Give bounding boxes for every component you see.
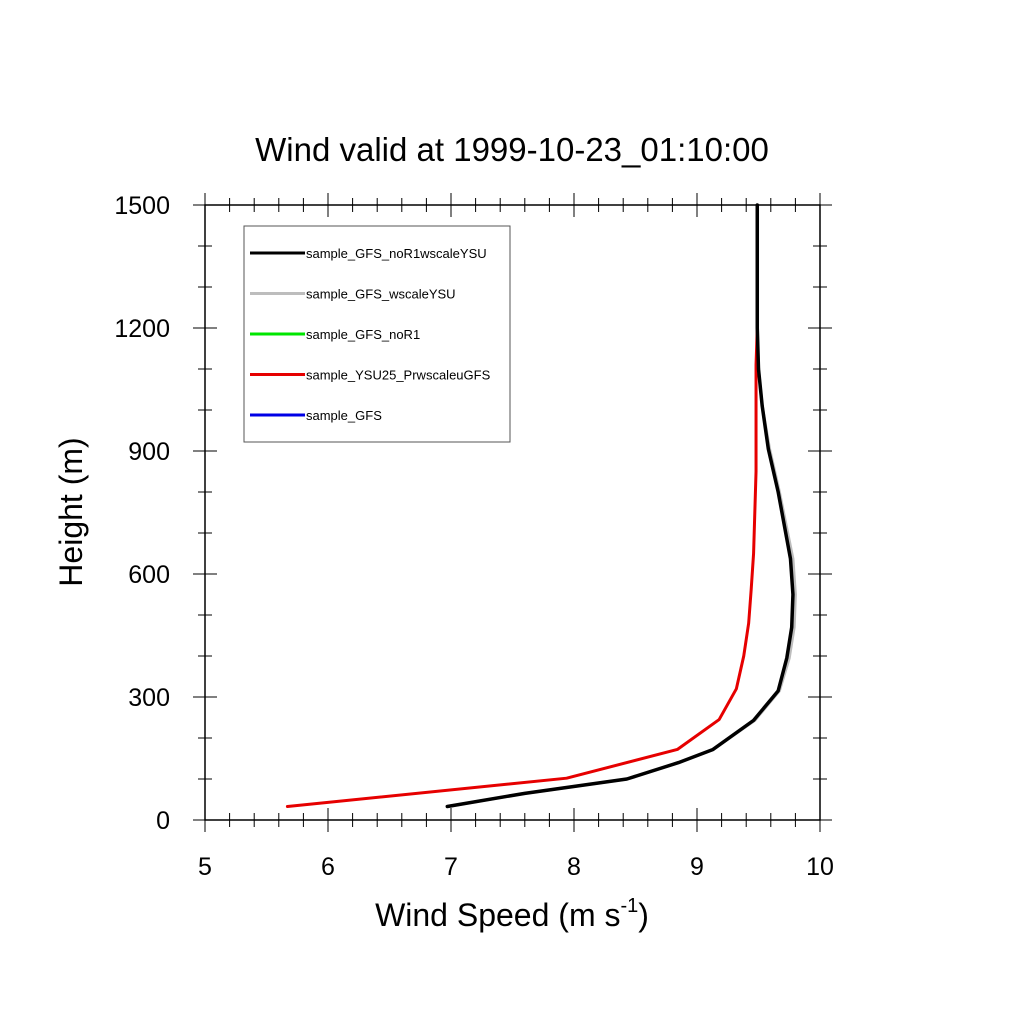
data-series: [285, 203, 797, 809]
x-tick-labels: 5 6 7 8 9 10: [198, 853, 834, 881]
y-tick-label: 1200: [114, 315, 170, 343]
x-axis-label: Wind Speed (m s-1): [375, 895, 649, 933]
x-tick-label: 6: [321, 853, 335, 881]
y-axis-label: Height (m): [53, 437, 89, 586]
y-tick-labels: 0 300 600 900 1200 1500: [114, 192, 170, 835]
legend-label: sample_GFS_noR1: [306, 327, 420, 342]
x-tick-label: 10: [806, 853, 834, 881]
y-tick-label: 1500: [114, 192, 170, 220]
series-line-sample_GFS_noR1wscaleYSU: [445, 203, 795, 809]
x-axis-label-superscript: -1: [620, 895, 638, 917]
legend-label: sample_GFS: [306, 408, 382, 423]
x-axis-label-close: ): [638, 897, 649, 933]
y-tick-label: 900: [128, 438, 170, 466]
x-tick-label: 9: [690, 853, 704, 881]
axis-ticks: [193, 193, 832, 832]
plot-frame: [204, 204, 821, 821]
y-tick-label: 0: [156, 807, 170, 835]
y-tick-label: 300: [128, 684, 170, 712]
x-tick-label: 5: [198, 853, 212, 881]
x-axis-label-main: Wind Speed (m s: [375, 897, 620, 933]
x-tick-label: 8: [567, 853, 581, 881]
legend: sample_GFS_noR1wscaleYSU sample_GFS_wscal…: [243, 225, 511, 443]
legend-label: sample_YSU25_PrwscaleuGFS: [306, 368, 491, 383]
legend-label: sample_GFS_wscaleYSU: [306, 287, 456, 302]
x-tick-label: 7: [444, 853, 458, 881]
legend-items: sample_GFS_noR1wscaleYSU sample_GFS_wscal…: [250, 246, 491, 423]
y-tick-label: 600: [128, 561, 170, 589]
legend-label: sample_GFS_noR1wscaleYSU: [306, 246, 487, 261]
chart-title: Wind valid at 1999-10-23_01:10:00: [255, 131, 769, 168]
